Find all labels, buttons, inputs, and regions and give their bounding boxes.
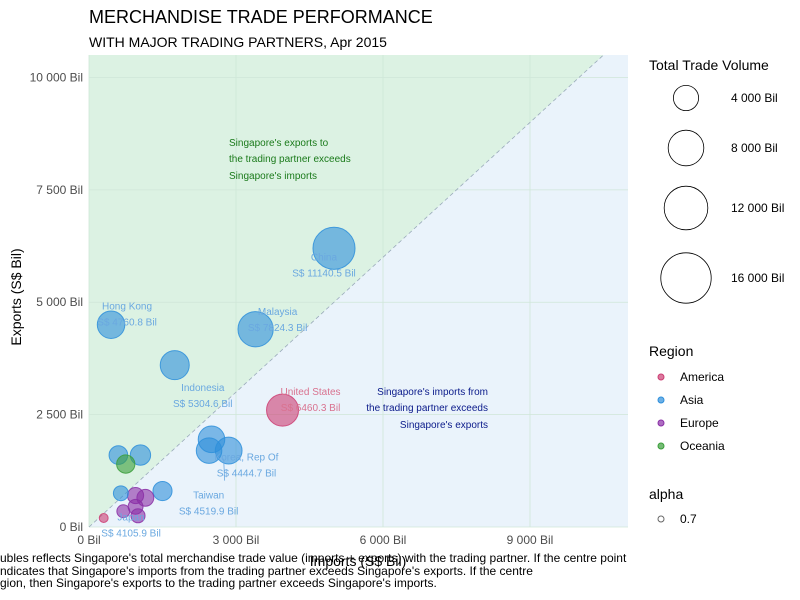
- y-tick-label: 5 000 Bil: [36, 295, 83, 309]
- bubble-value-japan: S$ 4105.9 Bil: [101, 529, 161, 540]
- x-tick-label: 0 Bil: [77, 533, 100, 547]
- bubble-name-japan: Japan: [117, 513, 144, 524]
- bubble-name-korea-rep-of: Korea, Rep Of: [215, 452, 279, 463]
- x-tick-label: 9 000 Bil: [507, 533, 554, 547]
- bubble-asia-d: [112, 485, 129, 502]
- bubble-value-korea-rep-of: S$ 4444.7 Bil: [217, 468, 277, 479]
- y-tick-label: 7 500 Bil: [36, 183, 83, 197]
- legend-region-key: [657, 419, 665, 427]
- bubble-malaysia: [237, 311, 274, 348]
- caption-line-3: gion, then Singapore's exports to the tr…: [0, 576, 437, 590]
- reference-line: [88, 54, 604, 528]
- legend-size-label: 16 000 Bil: [731, 271, 784, 285]
- legend-color-title: Region: [649, 343, 693, 359]
- bubble-name-malaysia: Malaysia: [258, 307, 298, 318]
- caption-line-1: ubles reflects Singapore's total merchan…: [0, 551, 627, 565]
- region-exports-exceed: [89, 55, 604, 527]
- bubble-name-hong-kong: Hong Kong: [102, 302, 152, 313]
- bubble-value-united-states: S$ 6460.3 Bil: [281, 403, 341, 414]
- legend-size-circle: [673, 85, 700, 112]
- x-tick-label: 6 000 Bil: [360, 533, 407, 547]
- legend-size-title: Total Trade Volume: [649, 57, 769, 73]
- legend-region-key: [657, 373, 665, 381]
- legend-region-label: Europe: [680, 416, 719, 430]
- legend-alpha-label: 0.7: [680, 512, 697, 526]
- bubble-europe-d: [116, 504, 131, 519]
- y-axis-title: Exports (S$ Bil): [8, 248, 24, 345]
- bubble-name-china: China: [311, 252, 338, 263]
- caption-line-2: ndicates that Singapore's imports from t…: [0, 564, 533, 578]
- region-imports-exceed: [89, 55, 628, 527]
- legend-alpha-title: alpha: [649, 486, 683, 502]
- bubble-name-united-states: United States: [281, 387, 341, 398]
- annotation-below-line-2: the trading partner exceeds: [366, 403, 488, 414]
- y-tick-label: 10 000 Bil: [30, 70, 83, 84]
- legend: Total Trade Volume Region alpha 4 000 Bi…: [649, 57, 784, 526]
- bubble-asia-c: [152, 480, 173, 502]
- bubble-america-b: [98, 513, 109, 523]
- bubble-name-taiwan: Taiwan: [193, 491, 224, 502]
- legend-region-label: Oceania: [680, 439, 725, 453]
- annotation-below-line-1: Singapore's imports from: [377, 387, 488, 398]
- y-tick-label: 0 Bil: [60, 520, 83, 534]
- bubble-value-hong-kong: S$ 4760.8 Bil: [97, 318, 157, 329]
- legend-size-label: 12 000 Bil: [731, 201, 784, 215]
- legend-size-label: 8 000 Bil: [731, 141, 778, 155]
- bubble-value-china: S$ 11140.5 Bil: [292, 268, 356, 279]
- annotation-above-line-3: Singapore's imports: [229, 171, 317, 182]
- annotations: Singapore's exports to the trading partn…: [229, 138, 488, 431]
- legend-region-key: [657, 396, 665, 404]
- legend-region-key: [657, 442, 665, 450]
- chart-subtitle: WITH MAJOR TRADING PARTNERS, Apr 2015: [89, 34, 387, 50]
- x-tick-label: 3 000 Bil: [213, 533, 260, 547]
- legend-region-label: America: [680, 370, 724, 384]
- leader-line-taiwan: [223, 458, 226, 481]
- x-axis-title: Imports (S$ Bil): [310, 553, 406, 569]
- annotation-above-line-2: the trading partner exceeds: [229, 154, 351, 165]
- bubble-value-indonesia: S$ 5304.6 Bil: [173, 399, 233, 410]
- bubble-china: [312, 226, 356, 270]
- legend-size-circle: [667, 129, 705, 167]
- bubble-value-taiwan: S$ 4519.9 Bil: [179, 507, 239, 518]
- bubble-indonesia: [159, 350, 190, 381]
- bubble-name-indonesia: Indonesia: [181, 383, 225, 394]
- legend-size-label: 4 000 Bil: [731, 91, 778, 105]
- legend-region-label: Asia: [680, 393, 704, 407]
- chart-title: MERCHANDISE TRADE PERFORMANCE: [89, 7, 433, 27]
- plot-area: 0 Bil 3 000 Bil 6 000 Bil 9 000 Bil 0 Bil 2 5…: [30, 54, 628, 547]
- bubble-japan: [195, 437, 223, 464]
- annotation-below-line-3: Singapore's exports: [400, 420, 488, 431]
- caption: ubles reflects Singapore's total merchan…: [0, 551, 627, 590]
- bubble-asia-b: [129, 444, 152, 466]
- annotation-above-line-1: Singapore's exports to: [229, 138, 329, 149]
- y-tick-label: 2 500 Bil: [36, 408, 83, 422]
- bubble-hong-kong: [96, 310, 126, 339]
- legend-size-circle: [660, 252, 712, 304]
- bubble-united-states: [266, 393, 300, 427]
- bubble-oceania-a: [116, 454, 136, 474]
- bubble-europe-e: [130, 508, 146, 524]
- legend-size-circle: [663, 185, 709, 231]
- legend-alpha-key: [657, 515, 665, 523]
- bubble-value-malaysia: S$ 7824.3 Bil: [248, 323, 308, 334]
